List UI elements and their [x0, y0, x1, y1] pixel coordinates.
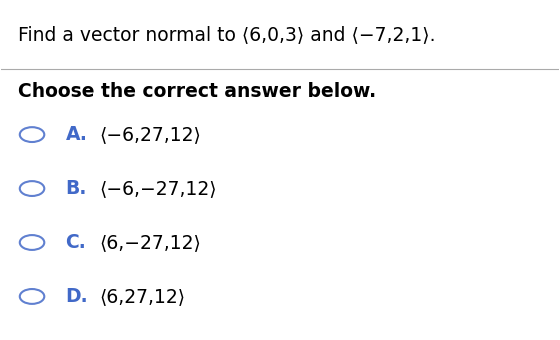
Text: ⟨6,27,12⟩: ⟨6,27,12⟩ [99, 287, 185, 306]
Text: D.: D. [66, 287, 88, 306]
Text: A.: A. [66, 125, 87, 144]
Text: ⟨−6,−27,12⟩: ⟨−6,−27,12⟩ [99, 179, 217, 198]
Text: B.: B. [66, 179, 87, 198]
Text: Find a vector normal to ⟨6,0,3⟩ and ⟨−7,2,1⟩.: Find a vector normal to ⟨6,0,3⟩ and ⟨−7,… [18, 25, 436, 44]
Text: ⟨−6,27,12⟩: ⟨−6,27,12⟩ [99, 125, 201, 144]
Text: Choose the correct answer below.: Choose the correct answer below. [18, 82, 376, 101]
Text: C.: C. [66, 233, 86, 252]
Text: ⟨6,−27,12⟩: ⟨6,−27,12⟩ [99, 233, 201, 252]
